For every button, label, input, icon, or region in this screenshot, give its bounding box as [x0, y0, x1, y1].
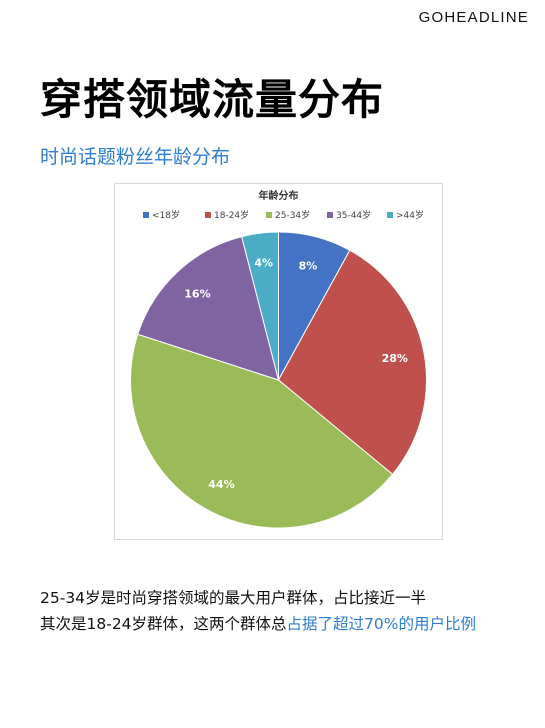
chart-title: 年龄分布: [259, 189, 299, 202]
slice-label: 28%: [382, 352, 408, 365]
slice-label: 16%: [184, 288, 210, 301]
legend-item: 18-24岁: [205, 209, 249, 221]
pie-slice: [137, 236, 280, 381]
summary-highlight: 占据了超过70%的用户比例: [286, 615, 476, 633]
slice-label: 8%: [299, 259, 318, 272]
legend-item: 25-34岁: [266, 209, 310, 221]
legend-label: 25-34岁: [275, 209, 310, 221]
summary-line-2: 其次是18-24岁群体，这两个群体总占据了超过70%的用户比例: [40, 612, 476, 634]
pie-slice: [241, 231, 279, 381]
legend-item: <18岁: [143, 209, 180, 221]
legend-label: 35-44岁: [336, 209, 371, 221]
chart-subtitle: 时尚话题粉丝年龄分布: [40, 146, 231, 168]
legend-swatch: [205, 212, 211, 218]
legend-item: >44岁: [387, 209, 424, 221]
legend-swatch: [387, 212, 393, 218]
legend-swatch: [327, 212, 333, 218]
pie-slices: [130, 231, 427, 529]
legend-label: 18-24岁: [214, 209, 249, 221]
pie-slice: [130, 333, 394, 529]
pie-chart-svg: 年龄分布 <18岁 18-24岁 25-34岁 35-44岁 >44岁 8% 28% 44%…: [130, 189, 427, 529]
legend-label: >44岁: [396, 209, 424, 221]
chart-legend: <18岁 18-24岁 25-34岁 35-44岁 >44岁: [143, 209, 424, 221]
slice-label: 4%: [254, 257, 273, 270]
legend-swatch: [266, 212, 272, 218]
pie-chart: 年龄分布 <18岁 18-24岁 25-34岁 35-44岁 >44岁 8% 28% 44%…: [114, 183, 443, 540]
page-title: 穿搭领域流量分布: [40, 75, 385, 124]
slice-label: 44%: [208, 478, 234, 491]
legend-swatch: [143, 212, 149, 218]
pie-data-labels: 8% 28% 44% 16% 4%: [184, 257, 408, 491]
brand-logo: GOHEADLINE: [418, 9, 529, 26]
summary-line-2-text: 其次是18-24岁群体，这两个群体总: [40, 615, 287, 633]
legend-label: <18岁: [152, 209, 180, 221]
pie-slice: [277, 249, 427, 476]
legend-item: 35-44岁: [327, 209, 371, 221]
summary-line-1: 25-34岁是时尚穿搭领域的最大用户群体，占比接近一半: [40, 589, 427, 607]
